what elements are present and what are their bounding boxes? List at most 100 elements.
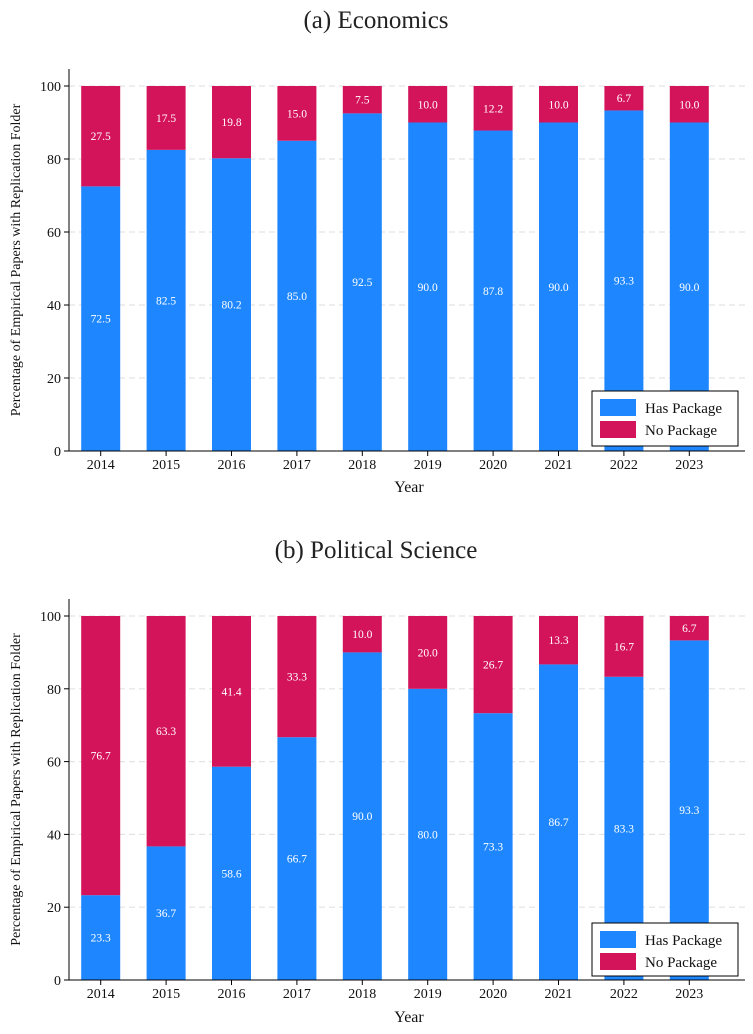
legend-swatch-no-package xyxy=(600,953,636,970)
bar-no-package xyxy=(146,616,186,847)
data-label-no-package: 76.7 xyxy=(91,751,111,763)
legend: Has Package No Package xyxy=(591,390,739,447)
bar-has-package xyxy=(212,766,251,980)
x-tick-label: 2016 xyxy=(218,987,246,1002)
bar-has-package xyxy=(539,664,578,980)
data-label-no-package: 6.7 xyxy=(617,93,632,105)
bar-no-package xyxy=(342,86,382,114)
data-label-has-package: 73.3 xyxy=(483,842,503,854)
bar-no-package xyxy=(669,616,709,641)
x-tick-label: 2022 xyxy=(610,458,638,473)
data-label-no-package: 10.0 xyxy=(418,99,438,111)
y-tick-label: 80 xyxy=(47,683,61,698)
data-label-no-package: 27.5 xyxy=(91,131,111,143)
bar-has-package xyxy=(342,652,382,980)
bar-no-package xyxy=(669,86,709,123)
y-tick-label: 100 xyxy=(40,610,61,625)
data-label-has-package: 93.3 xyxy=(679,805,699,817)
legend-label: Has Package xyxy=(645,933,722,949)
y-axis-title: Percentage of Empirical Papers with Repl… xyxy=(9,103,24,416)
x-tick-label: 2019 xyxy=(414,458,442,473)
x-tick-label: 2018 xyxy=(348,987,376,1002)
data-label-has-package: 90.0 xyxy=(352,811,372,823)
bar-has-package xyxy=(473,713,513,980)
y-tick-label: 40 xyxy=(47,828,61,843)
y-tick-label: 20 xyxy=(47,372,61,387)
bar-no-package xyxy=(277,616,317,738)
bar-no-package xyxy=(408,616,448,689)
data-label-has-package: 90.0 xyxy=(679,282,699,294)
x-tick-label: 2022 xyxy=(610,987,638,1002)
data-label-no-package: 20.0 xyxy=(418,647,438,659)
legend-swatch-no-package xyxy=(600,421,636,438)
y-tick-label: 0 xyxy=(54,445,61,460)
bar-has-package xyxy=(473,130,513,451)
bar-has-package xyxy=(539,122,578,451)
y-tick-label: 20 xyxy=(47,901,61,916)
x-tick-label: 2016 xyxy=(218,458,246,473)
bar-no-package xyxy=(473,616,513,714)
legend: Has Package No Package xyxy=(591,922,739,977)
data-label-has-package: 80.0 xyxy=(418,829,438,841)
bar-has-package xyxy=(277,737,317,980)
data-label-has-package: 90.0 xyxy=(418,282,438,294)
chart-title: (b) Political Science xyxy=(275,537,478,564)
data-label-has-package: 85.0 xyxy=(287,291,307,303)
bar-has-package xyxy=(81,186,121,451)
data-label-has-package: 23.3 xyxy=(91,933,111,945)
bar-has-package xyxy=(277,140,317,451)
data-label-has-package: 86.7 xyxy=(548,817,568,829)
x-tick-label: 2014 xyxy=(87,458,115,473)
chart-panel-0: (a) Economics 72.5 27.5 82.5 17.5 80.2 19.8 85.… xyxy=(9,7,745,496)
x-tick-label: 2021 xyxy=(545,458,573,473)
bar-has-package xyxy=(408,688,448,980)
data-label-no-package: 10.0 xyxy=(548,99,568,111)
legend-swatch-has-package xyxy=(600,931,636,948)
data-label-has-package: 87.8 xyxy=(483,286,503,298)
bar-has-package xyxy=(146,846,186,980)
data-label-has-package: 66.7 xyxy=(287,854,307,866)
chart-panel-1: (b) Political Science 23.3 76.7 36.7 63.3 58.… xyxy=(9,537,745,1026)
x-tick-label: 2017 xyxy=(283,987,311,1002)
bar-no-package xyxy=(342,616,382,653)
x-tick-label: 2023 xyxy=(675,458,703,473)
bar-no-package xyxy=(604,616,644,677)
x-tick-label: 2023 xyxy=(675,987,703,1002)
data-label-no-package: 17.5 xyxy=(156,113,176,125)
data-label-has-package: 72.5 xyxy=(91,314,111,326)
x-tick-label: 2017 xyxy=(283,458,311,473)
data-label-has-package: 92.5 xyxy=(352,277,372,289)
bar-no-package xyxy=(212,86,251,159)
y-tick-label: 40 xyxy=(47,299,61,314)
x-tick-label: 2019 xyxy=(414,987,442,1002)
bar-no-package xyxy=(277,86,317,141)
y-tick-label: 60 xyxy=(47,756,61,771)
data-label-no-package: 16.7 xyxy=(614,641,634,653)
bar-no-package xyxy=(604,86,644,111)
y-tick-label: 100 xyxy=(40,80,61,95)
bar-has-package xyxy=(408,122,448,451)
data-label-no-package: 41.4 xyxy=(221,686,241,698)
bar-no-package xyxy=(539,86,578,123)
data-label-has-package: 80.2 xyxy=(221,300,241,312)
data-label-no-package: 26.7 xyxy=(483,660,503,672)
data-label-has-package: 82.5 xyxy=(156,295,176,307)
data-label-no-package: 10.0 xyxy=(352,629,372,641)
x-axis-title: Year xyxy=(394,1009,424,1026)
bar-no-package xyxy=(408,86,448,123)
x-tick-label: 2020 xyxy=(479,987,507,1002)
x-tick-label: 2018 xyxy=(348,458,376,473)
legend-label: Has Package xyxy=(645,401,722,417)
x-tick-label: 2015 xyxy=(152,458,180,473)
data-label-no-package: 15.0 xyxy=(287,108,307,120)
data-label-has-package: 93.3 xyxy=(614,276,634,288)
bar-no-package xyxy=(146,86,186,150)
data-label-has-package: 58.6 xyxy=(221,868,241,880)
bar-has-package xyxy=(81,895,121,980)
y-tick-label: 80 xyxy=(47,153,61,168)
legend-label: No Package xyxy=(645,423,717,439)
data-label-no-package: 6.7 xyxy=(682,623,697,635)
bar-has-package xyxy=(212,158,251,451)
